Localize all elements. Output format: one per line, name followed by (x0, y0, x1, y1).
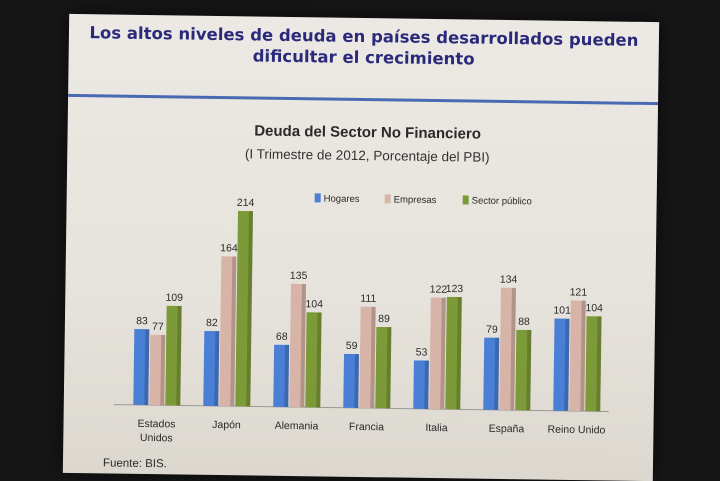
bar-shade (284, 344, 290, 408)
bar-empresas-italia (429, 297, 446, 410)
value-label: 164 (220, 242, 238, 254)
bar-hogares-espana (483, 337, 500, 410)
source-note: Fuente: BIS. (103, 457, 167, 470)
legend-label-empresas: Empresas (394, 194, 437, 206)
bar-shade (370, 306, 376, 409)
bar-shade (596, 316, 602, 412)
bar-shade (440, 297, 446, 410)
value-label: 111 (360, 293, 376, 305)
legend-swatch-hogares (314, 193, 321, 203)
bar-hogares-reino-unido (553, 318, 570, 411)
value-label: 53 (416, 346, 428, 358)
legend-label-sector-publico: Sector público (472, 196, 532, 208)
bar-sector-publico-italia (445, 296, 462, 410)
bar-shade (564, 318, 570, 411)
value-label: 134 (500, 274, 518, 286)
bar-empresas-reino-unido (569, 300, 586, 412)
bar-hogares-estados-unidos (133, 329, 150, 406)
bar-shade (316, 312, 322, 408)
bar-empresas-japon (219, 256, 237, 407)
bar-hogares-italia (413, 360, 429, 409)
bar-empresas-espana (499, 287, 516, 411)
debt-bar-chart: Deuda del Sector No Financiero (I Trimes… (103, 122, 609, 470)
category-label: España (489, 423, 525, 435)
bar-shade (526, 329, 532, 411)
value-label: 214 (237, 197, 255, 209)
bar-shade (160, 334, 166, 406)
bar-shade (354, 354, 360, 408)
bar-sector-publico-estados-unidos (165, 305, 182, 406)
bar-empresas-francia (359, 306, 376, 409)
value-label: 83 (136, 315, 148, 327)
bar-hogares-alemania (273, 344, 290, 408)
bar-shade (494, 337, 500, 410)
bar-shade (144, 329, 150, 406)
bar-shade (510, 287, 516, 411)
bar-sector-publico-reino-unido (585, 316, 602, 412)
value-label: 89 (378, 313, 390, 325)
chart-title: Deuda del Sector No Financiero (254, 122, 481, 142)
chart-legend: Hogares Empresas Sector público (314, 193, 532, 208)
value-label: 104 (585, 302, 603, 314)
bar-shade (246, 211, 253, 407)
bar-sector-publico-francia (375, 326, 392, 409)
legend-label-hogares: Hogares (324, 193, 360, 205)
bar-hogares-japon (203, 330, 220, 407)
legend-swatch-sector-publico (462, 195, 469, 205)
bar-shade (214, 331, 220, 407)
category-label: Italia (425, 422, 448, 434)
value-label: 123 (446, 283, 464, 295)
value-label: 135 (290, 270, 308, 282)
legend-swatch-empresas (384, 194, 391, 204)
bar-empresas-alemania (289, 283, 306, 408)
category-label: Japón (212, 419, 241, 431)
bars-group: 83 77 109 EstadosUnidos 82 164 214 Japón 68 135 10… (133, 197, 606, 445)
category-label: Francia (349, 421, 384, 433)
category-label: Alemania (275, 420, 319, 433)
bar-sector-publico-alemania (305, 312, 322, 408)
bar-shade (230, 256, 237, 407)
value-label: 109 (165, 292, 183, 304)
value-label: 68 (276, 331, 288, 343)
value-label: 121 (570, 286, 588, 298)
value-label: 77 (152, 321, 164, 333)
bar-shade (386, 327, 392, 409)
category-label: EstadosUnidos (137, 418, 175, 445)
value-label: 88 (518, 316, 530, 328)
bar-sector-publico-espana (515, 329, 532, 411)
value-label: 59 (346, 340, 358, 352)
bar-sector-publico-japon (235, 210, 253, 407)
value-label: 104 (305, 298, 323, 310)
bar-shade (424, 360, 429, 409)
value-label: 79 (486, 324, 498, 336)
category-label: Reino Unido (547, 424, 605, 437)
bar-shade (176, 305, 182, 406)
presentation-slide: Los altos niveles de deuda en países des… (62, 13, 660, 481)
value-label: 122 (430, 284, 448, 296)
bar-empresas-estados-unidos (149, 334, 166, 406)
chart-subtitle: (I Trimestre de 2012, Porcentaje del PBI… (245, 146, 490, 164)
bar-shade (580, 300, 586, 412)
bar-shade (456, 297, 462, 410)
bar-hogares-francia (343, 353, 360, 408)
value-label: 101 (553, 304, 571, 316)
bar-shade (300, 283, 306, 408)
value-label: 82 (206, 317, 218, 329)
